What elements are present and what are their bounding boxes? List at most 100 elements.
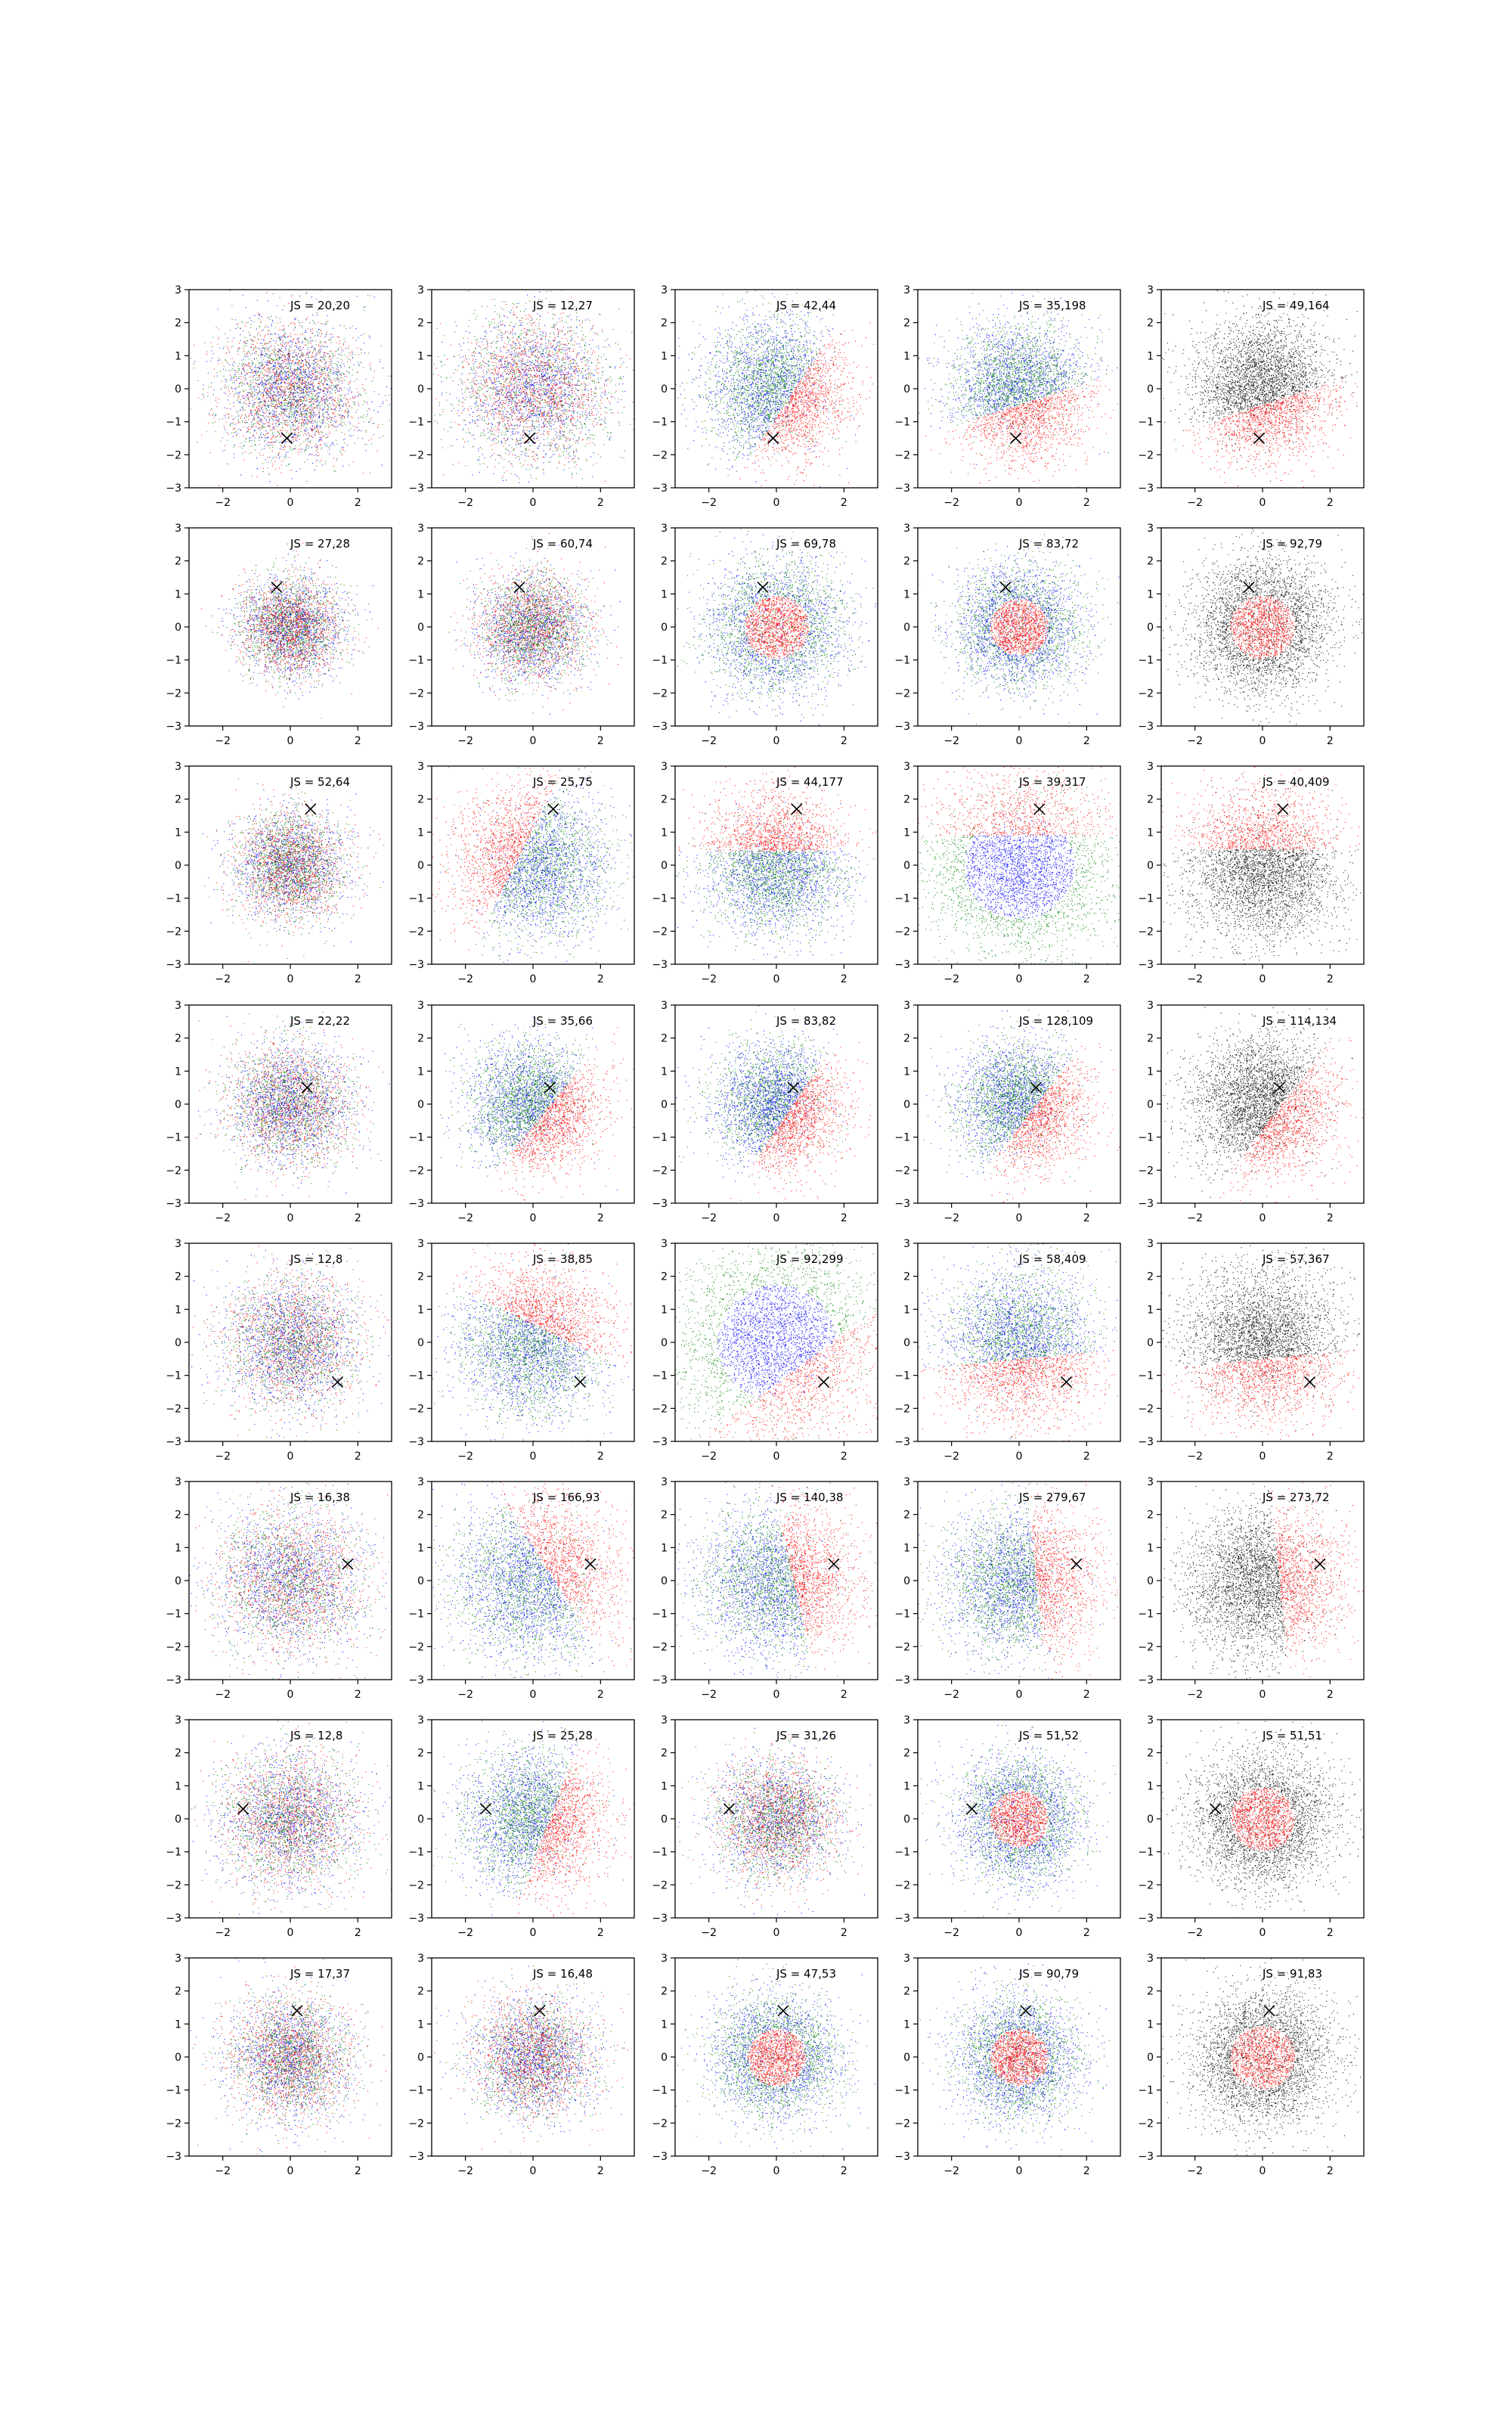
y-tick-label: −2 bbox=[408, 1165, 424, 1177]
y-tick-label: 3 bbox=[661, 1714, 668, 1727]
x-marker bbox=[1000, 582, 1011, 593]
series-points bbox=[898, 1350, 1131, 1491]
x-tick-label: 0 bbox=[1016, 2165, 1023, 2177]
series-points bbox=[730, 1042, 886, 1221]
x-tick-label: 0 bbox=[1016, 1212, 1023, 1224]
y-tick-label: −1 bbox=[1138, 893, 1154, 905]
y-tick-label: 0 bbox=[903, 1813, 910, 1826]
x-marker bbox=[480, 1804, 491, 1814]
y-tick-label: −3 bbox=[894, 1913, 910, 1925]
y-tick-label: 3 bbox=[903, 1953, 910, 1965]
y-tick-label: 0 bbox=[661, 860, 668, 872]
x-tick-label: 2 bbox=[355, 973, 361, 985]
y-tick-label: 2 bbox=[661, 1509, 668, 1522]
series-points bbox=[869, 724, 1178, 1001]
series-points bbox=[748, 2030, 806, 2086]
y-tick-label: −1 bbox=[652, 893, 668, 905]
y-tick-label: 0 bbox=[903, 2052, 910, 2064]
x-tick-label: 0 bbox=[1016, 735, 1023, 747]
js-label: JS = 25,75 bbox=[532, 775, 593, 789]
series-points bbox=[148, 1459, 404, 1723]
y-tick-label: −3 bbox=[894, 2151, 910, 2163]
x-tick-label: 2 bbox=[355, 1450, 361, 1463]
x-tick-label: 2 bbox=[597, 973, 604, 985]
y-tick-label: −3 bbox=[652, 721, 668, 733]
y-tick-label: −3 bbox=[894, 482, 910, 495]
y-tick-label: 0 bbox=[417, 383, 424, 396]
y-tick-label: 3 bbox=[175, 1714, 181, 1727]
js-label: JS = 16,38 bbox=[290, 1491, 350, 1504]
y-tick-label: −2 bbox=[894, 1641, 910, 1653]
y-tick-label: −3 bbox=[408, 1436, 424, 1448]
y-tick-label: 3 bbox=[175, 1476, 181, 1488]
js-label: JS = 39,317 bbox=[1018, 775, 1086, 789]
x-marker bbox=[342, 1559, 353, 1569]
y-tick-label: −3 bbox=[894, 1436, 910, 1448]
x-tick-label: 0 bbox=[773, 1927, 780, 1939]
scatter-points bbox=[891, 1208, 1141, 1491]
x-tick-label: 0 bbox=[530, 2165, 537, 2177]
y-tick-label: 3 bbox=[903, 761, 910, 773]
y-tick-label: −2 bbox=[408, 449, 424, 461]
y-tick-label: −1 bbox=[652, 1132, 668, 1144]
y-tick-label: −2 bbox=[1138, 687, 1154, 700]
x-tick-label: 2 bbox=[355, 735, 361, 747]
y-tick-label: 1 bbox=[661, 2018, 668, 2031]
x-tick-label: −2 bbox=[701, 735, 717, 747]
y-tick-label: −1 bbox=[894, 2085, 910, 2097]
x-tick-label: 0 bbox=[773, 1689, 780, 1701]
js-label: JS = 114,134 bbox=[1262, 1014, 1337, 1028]
y-tick-label: 1 bbox=[417, 1780, 424, 1792]
x-tick-label: 2 bbox=[1327, 973, 1334, 985]
x-tick-label: 0 bbox=[287, 497, 294, 509]
y-tick-label: 3 bbox=[1147, 1238, 1154, 1250]
x-tick-label: 0 bbox=[287, 735, 294, 747]
y-tick-label: 2 bbox=[903, 1033, 910, 1045]
x-tick-label: 0 bbox=[1016, 497, 1023, 509]
y-tick-label: 3 bbox=[661, 1476, 668, 1488]
y-tick-label: 1 bbox=[1147, 1066, 1154, 1078]
x-tick-label: 2 bbox=[841, 1689, 847, 1701]
x-tick-label: 2 bbox=[841, 497, 847, 509]
series-points bbox=[423, 1711, 649, 1923]
js-label: JS = 52,64 bbox=[290, 775, 350, 789]
y-tick-label: −3 bbox=[652, 1198, 668, 1210]
y-tick-label: −2 bbox=[1138, 2118, 1154, 2130]
axes-frame bbox=[1161, 1243, 1364, 1441]
series-points bbox=[1144, 1205, 1391, 1452]
series-points bbox=[203, 783, 384, 946]
y-tick-label: 0 bbox=[661, 1813, 668, 1826]
y-tick-label: −1 bbox=[1138, 417, 1154, 429]
y-tick-label: 3 bbox=[661, 1953, 668, 1965]
x-tick-label: 0 bbox=[1259, 1450, 1266, 1463]
x-tick-label: −2 bbox=[1187, 497, 1203, 509]
y-tick-label: −3 bbox=[408, 721, 424, 733]
y-tick-label: 0 bbox=[417, 1575, 424, 1587]
y-tick-label: 0 bbox=[175, 1813, 181, 1826]
series-points bbox=[671, 772, 897, 999]
x-tick-label: 0 bbox=[1016, 1927, 1023, 1939]
y-tick-label: −3 bbox=[894, 721, 910, 733]
y-tick-label: 0 bbox=[175, 1099, 181, 1111]
x-tick-label: 2 bbox=[1327, 1927, 1334, 1939]
axes-frame bbox=[675, 1958, 878, 2156]
y-tick-label: −1 bbox=[1138, 1609, 1154, 1621]
scatter-points bbox=[671, 1712, 887, 1919]
x-tick-label: 2 bbox=[1083, 497, 1090, 509]
x-tick-label: 2 bbox=[597, 1212, 604, 1224]
x-tick-label: −2 bbox=[1187, 1212, 1203, 1224]
y-tick-label: −1 bbox=[894, 1132, 910, 1144]
axes-frame bbox=[675, 1243, 878, 1441]
y-tick-label: 3 bbox=[903, 1000, 910, 1012]
y-tick-label: 2 bbox=[417, 1509, 424, 1522]
y-tick-label: 0 bbox=[1147, 1337, 1154, 1349]
y-tick-label: −1 bbox=[894, 1370, 910, 1382]
x-tick-label: −2 bbox=[215, 1927, 231, 1939]
x-tick-label: 2 bbox=[1083, 2165, 1090, 2177]
x-tick-label: −2 bbox=[457, 1212, 473, 1224]
